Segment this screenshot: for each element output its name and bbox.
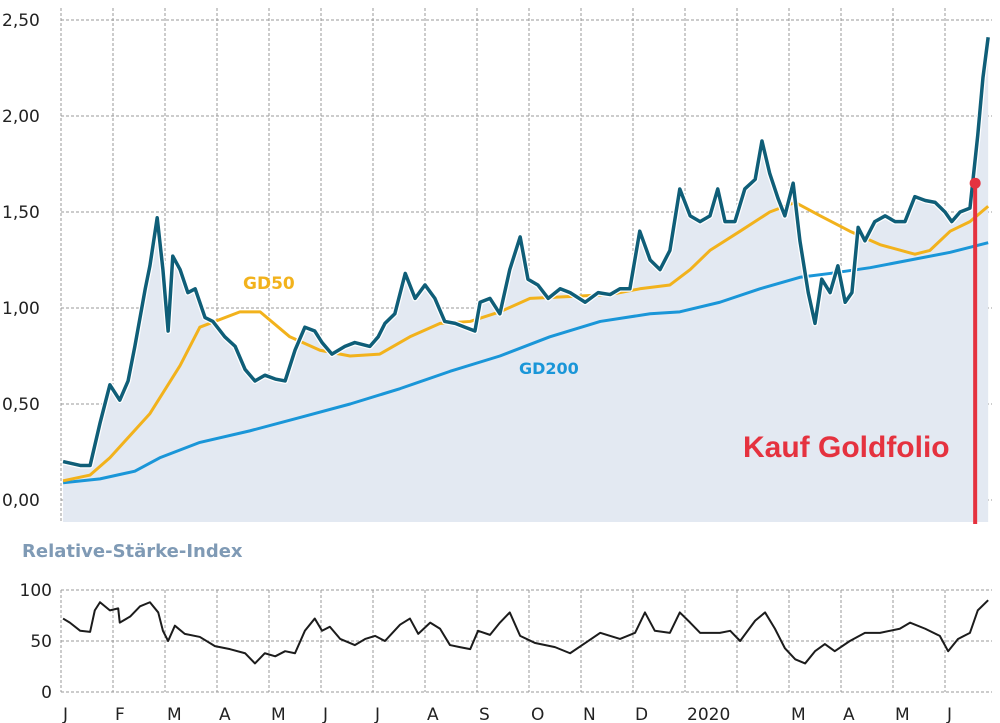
y-tick-label: 2,50 [2, 11, 40, 31]
month-label: M [791, 705, 806, 723]
buy-signal-label: Kauf Goldfolio [743, 431, 950, 464]
y-tick-label: 1,50 [2, 203, 40, 223]
month-label: J [322, 705, 328, 723]
gd200-line [62, 241, 989, 485]
month-label: J [374, 705, 380, 723]
month-label: J [62, 705, 68, 723]
rsi-y-ticks: 0 50 100 [20, 581, 52, 703]
month-label: D [635, 705, 648, 723]
month-label: F [115, 705, 125, 723]
price-line [62, 37, 990, 468]
month-label: A [219, 705, 231, 723]
month-label: J [946, 705, 952, 723]
price-y-ticks: 0,00 0,50 1,00 1,50 2,00 2,50 [2, 11, 40, 511]
month-label: M [167, 705, 182, 723]
buy-signal-dot [969, 177, 981, 189]
buy-signal [969, 177, 981, 524]
rsi-y-tick-label: 0 [41, 683, 52, 703]
month-label: M [895, 705, 910, 723]
month-label: A [843, 705, 855, 723]
month-label: M [271, 705, 286, 723]
y-tick-label: 0,00 [2, 491, 40, 511]
month-label: A [427, 705, 439, 723]
month-label: S [479, 705, 490, 723]
price-lines [62, 36, 992, 485]
month-label: 2020 [687, 705, 730, 723]
rsi-y-tick-label: 100 [20, 581, 52, 601]
rsi-title: Relative-Stärke-Index [22, 541, 243, 562]
y-tick-label: 1,00 [2, 299, 40, 319]
month-labels: J F M A M J J A S O N D 2020 M A M J [62, 705, 952, 723]
rsi-lines [62, 599, 989, 665]
gd200-label: GD200 [519, 359, 579, 378]
y-tick-label: 2,00 [2, 107, 40, 127]
month-label: N [583, 705, 596, 723]
gd50-label: GD50 [243, 274, 295, 294]
rsi-line [62, 599, 989, 665]
month-label: O [531, 705, 544, 723]
rsi-grid [60, 589, 992, 693]
y-tick-label: 0,50 [2, 395, 40, 415]
rsi-y-tick-label: 50 [30, 632, 52, 652]
